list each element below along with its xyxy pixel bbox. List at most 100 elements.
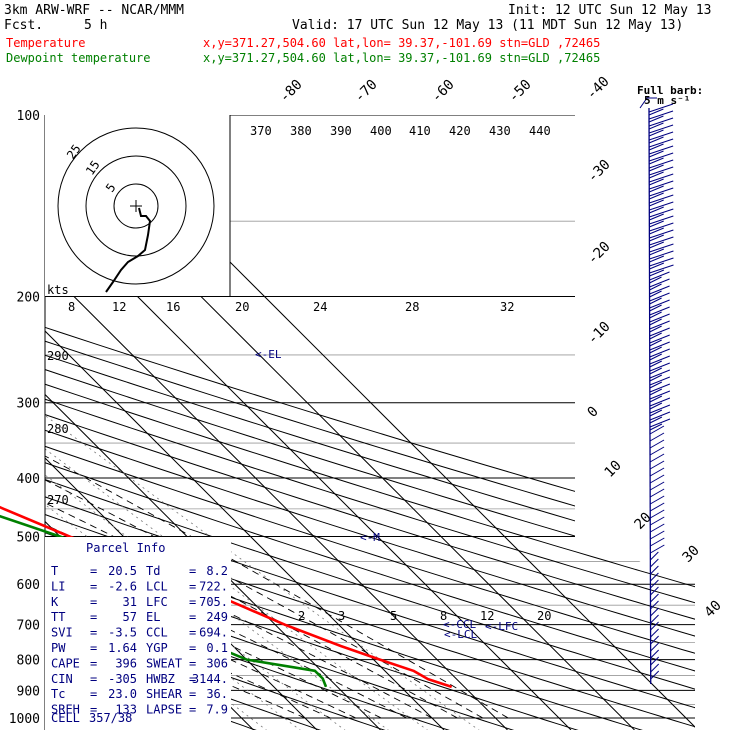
parcel-info-value: 23.0: [108, 687, 137, 701]
dry-adiabat-line: [45, 115, 695, 730]
theta-label: 440: [529, 124, 551, 138]
wind-barb: [648, 124, 674, 137]
wind-barb: [649, 320, 670, 333]
wind-barb: [649, 362, 670, 375]
svg-text:=: =: [90, 656, 97, 670]
parcel-info-key: CAPE: [51, 656, 80, 670]
wind-barb: [650, 523, 665, 533]
temperature-legend: Temperature: [6, 36, 85, 50]
parcel-info-key: SREH: [51, 703, 80, 717]
wind-barb: [649, 502, 665, 512]
parcel-info-value: 694.: [199, 626, 228, 640]
pressure-tick-label: 400: [17, 472, 40, 487]
parcel-info-value: 7.9: [206, 703, 228, 717]
isotherm-label: 0: [585, 404, 602, 421]
mixing-ratio-label: 32: [500, 300, 514, 314]
hodograph-units: kts: [47, 283, 69, 297]
mixing-ratio-label: 8: [68, 300, 75, 314]
temperature-profile-line: [0, 505, 453, 689]
isotherm-line: [45, 115, 445, 730]
wind-barb: [649, 264, 674, 277]
forecast-hour: 5 h: [84, 18, 107, 33]
wind-barb: [649, 243, 674, 256]
wind-barb: [650, 600, 659, 610]
wind-barb: [649, 271, 670, 284]
parcel-info-value: 705.: [199, 595, 228, 609]
wind-barb: [649, 208, 674, 221]
hodograph-trace: [105, 207, 152, 293]
wind-barb: [649, 250, 674, 263]
isotherm-line: [45, 115, 381, 730]
dry-adiabat-line: [45, 115, 695, 730]
wind-barb: [649, 390, 671, 403]
parcel-info-row: SREH = 133 LAPSE = 7.9: [51, 703, 228, 717]
parcel-info-key: Td: [146, 564, 160, 578]
parcel-info-value: 8.2: [206, 564, 228, 578]
parcel-info-value: 249: [206, 610, 228, 624]
wind-barb: [649, 285, 670, 298]
parcel-info-value: 57: [123, 610, 137, 624]
dry-adiabat-line: [45, 115, 695, 730]
wind-barb: [649, 481, 665, 491]
dry-adiabat-line: [45, 115, 695, 730]
parcel-info-key: K: [51, 595, 59, 609]
pressure-tick-label: 100: [17, 109, 40, 124]
wind-barb: [649, 194, 674, 207]
isotherm-label: -50: [506, 77, 535, 106]
pressure-tick-label: 900: [17, 684, 40, 699]
isotherm-label: -80: [277, 77, 306, 106]
parcel-info-key: YGP: [146, 641, 168, 655]
dry-adiabat-line: [45, 115, 695, 730]
mixing-ratio-label: 20: [235, 300, 249, 314]
parcel-info-key: TT: [51, 610, 65, 624]
wind-barb: [649, 173, 674, 186]
parcel-info-cell-label: CELL: [51, 711, 80, 725]
wind-barb: [648, 103, 674, 116]
wind-barb: [650, 516, 665, 526]
parcel-info-value: -305: [108, 672, 137, 686]
dry-adiabat-line: [45, 115, 387, 730]
wind-barb: [649, 439, 665, 449]
theta-label: 380: [290, 124, 312, 138]
wind-barb: [649, 474, 665, 484]
parcel-info-row: CIN = -305 HWBZ =3144.: [51, 672, 228, 686]
pressure-tick-label: 200: [17, 291, 40, 306]
parcel-info-row: T = 20.5 Td = 8.2: [51, 564, 228, 578]
wind-barb: [649, 383, 671, 396]
wind-barb: [649, 467, 665, 477]
wind-barb: [649, 292, 670, 305]
wind-barb: [650, 537, 665, 547]
mixing-ratio-label: 8: [440, 609, 447, 623]
wind-legend-units: 5 m s⁻¹: [644, 94, 690, 107]
wind-barb: [650, 628, 659, 638]
svg-text:=: =: [189, 641, 196, 655]
parcel-level-annotation: <-M: [360, 531, 380, 544]
svg-text:=: =: [189, 595, 196, 609]
isotherm-label: 30: [680, 543, 703, 566]
wind-barb: [650, 586, 659, 596]
moist-adiabat-line: [45, 296, 458, 719]
wind-barbs: [639, 97, 674, 685]
wind-barb: [649, 278, 670, 291]
parcel-level-annotation: <-LCL: [444, 628, 477, 641]
wind-barb: [649, 187, 674, 200]
wind-barb-staff: [648, 107, 652, 685]
wind-barb: [650, 663, 660, 673]
parcel-info-value: 0.1: [206, 641, 228, 655]
parcel-info-key: SWEAT: [146, 656, 182, 670]
parcel-info-cell-value: 357/38: [89, 711, 132, 725]
wind-barb: [650, 565, 659, 575]
svg-text:=: =: [90, 672, 97, 686]
wind-barb: [649, 369, 670, 382]
wind-barb: [648, 117, 674, 130]
wind-barb: [649, 341, 670, 354]
parcel-level-annotation: <-EL: [255, 348, 282, 361]
theta-label: 420: [449, 124, 471, 138]
parcel-info-row: LI = -2.6 LCL = 722.: [51, 579, 228, 593]
wind-barb: [648, 152, 674, 165]
parcel-info-row: PW = 1.64 YGP = 0.1: [51, 641, 228, 655]
theta-label: 370: [250, 124, 272, 138]
parcel-info-value: 31: [123, 595, 137, 609]
dry-adiabat-label: 290: [47, 349, 69, 363]
parcel-info-title: Parcel Info: [86, 541, 165, 555]
